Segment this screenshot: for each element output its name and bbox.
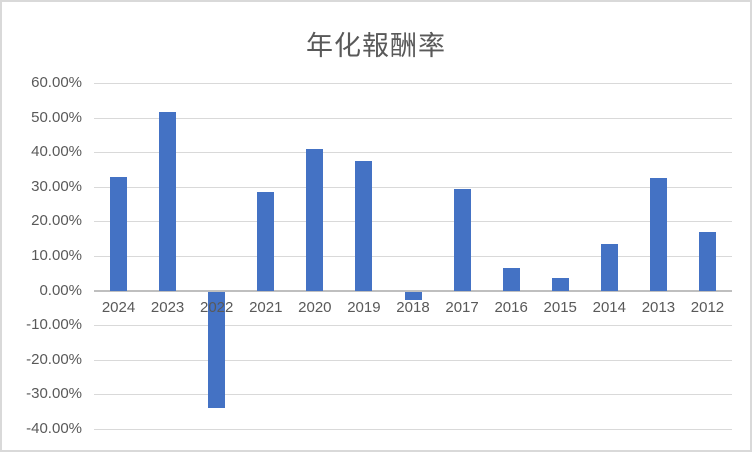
bar-2015 xyxy=(551,278,569,291)
y-axis-tick-label: -10.00% xyxy=(26,316,82,334)
x-axis-tick-label: 2016 xyxy=(494,298,528,316)
bar-2024 xyxy=(110,176,128,291)
bar-2019 xyxy=(355,160,373,291)
x-axis-tick-label: 2024 xyxy=(101,298,136,316)
gridline xyxy=(94,256,732,257)
gridline xyxy=(94,429,732,430)
x-axis-tick-label: 2021 xyxy=(249,298,283,316)
y-axis-tick-label: 50.00% xyxy=(31,108,82,126)
x-axis-tick-label: 2013 xyxy=(641,298,676,316)
y-axis-tick-label: 10.00% xyxy=(31,247,82,264)
bar-2023 xyxy=(159,112,177,291)
bar-2018 xyxy=(404,291,422,301)
bar-2014 xyxy=(600,243,618,291)
bar-2012 xyxy=(698,231,716,291)
bar-2020 xyxy=(306,148,324,291)
gridline xyxy=(94,83,732,84)
bar-2022 xyxy=(208,291,226,408)
zero-axis-line xyxy=(94,289,732,292)
gridline xyxy=(94,359,732,361)
y-axis-tick-label: 0.00% xyxy=(39,281,82,299)
y-axis-tick-label: -30.00% xyxy=(26,385,82,403)
gridline xyxy=(94,325,732,327)
y-axis-tick-label: -20.00% xyxy=(26,350,82,368)
x-axis-tick-label: 2019 xyxy=(347,298,381,316)
gridline xyxy=(94,117,732,119)
gridline xyxy=(94,186,732,188)
y-axis-tick-label: 30.00% xyxy=(31,177,82,195)
x-axis-tick-label: 2012 xyxy=(690,298,725,316)
chart-title: 年化報酬率 xyxy=(306,31,446,61)
x-axis-tick-label: 2015 xyxy=(543,298,577,316)
gridline xyxy=(94,221,732,223)
y-axis-tick-label: 60.00% xyxy=(31,74,82,91)
gridline xyxy=(94,152,732,154)
y-axis-tick-label: 40.00% xyxy=(31,143,82,161)
bar-2013 xyxy=(649,177,667,291)
y-axis-tick-label: 20.00% xyxy=(31,212,82,230)
x-axis-tick-label: 2017 xyxy=(445,298,479,316)
x-axis-tick-label: 2014 xyxy=(592,298,626,316)
y-axis-tick-label: -40.00% xyxy=(26,420,82,437)
bar-2016 xyxy=(502,268,520,291)
x-axis-tick-label: 2020 xyxy=(298,298,332,316)
bar-2021 xyxy=(257,191,275,291)
x-axis-tick-label: 2022 xyxy=(199,298,234,316)
x-axis-tick-label: 2023 xyxy=(150,298,185,316)
bar-2017 xyxy=(453,188,471,291)
x-axis-tick-label: 2018 xyxy=(396,298,430,316)
gridline xyxy=(94,394,732,396)
